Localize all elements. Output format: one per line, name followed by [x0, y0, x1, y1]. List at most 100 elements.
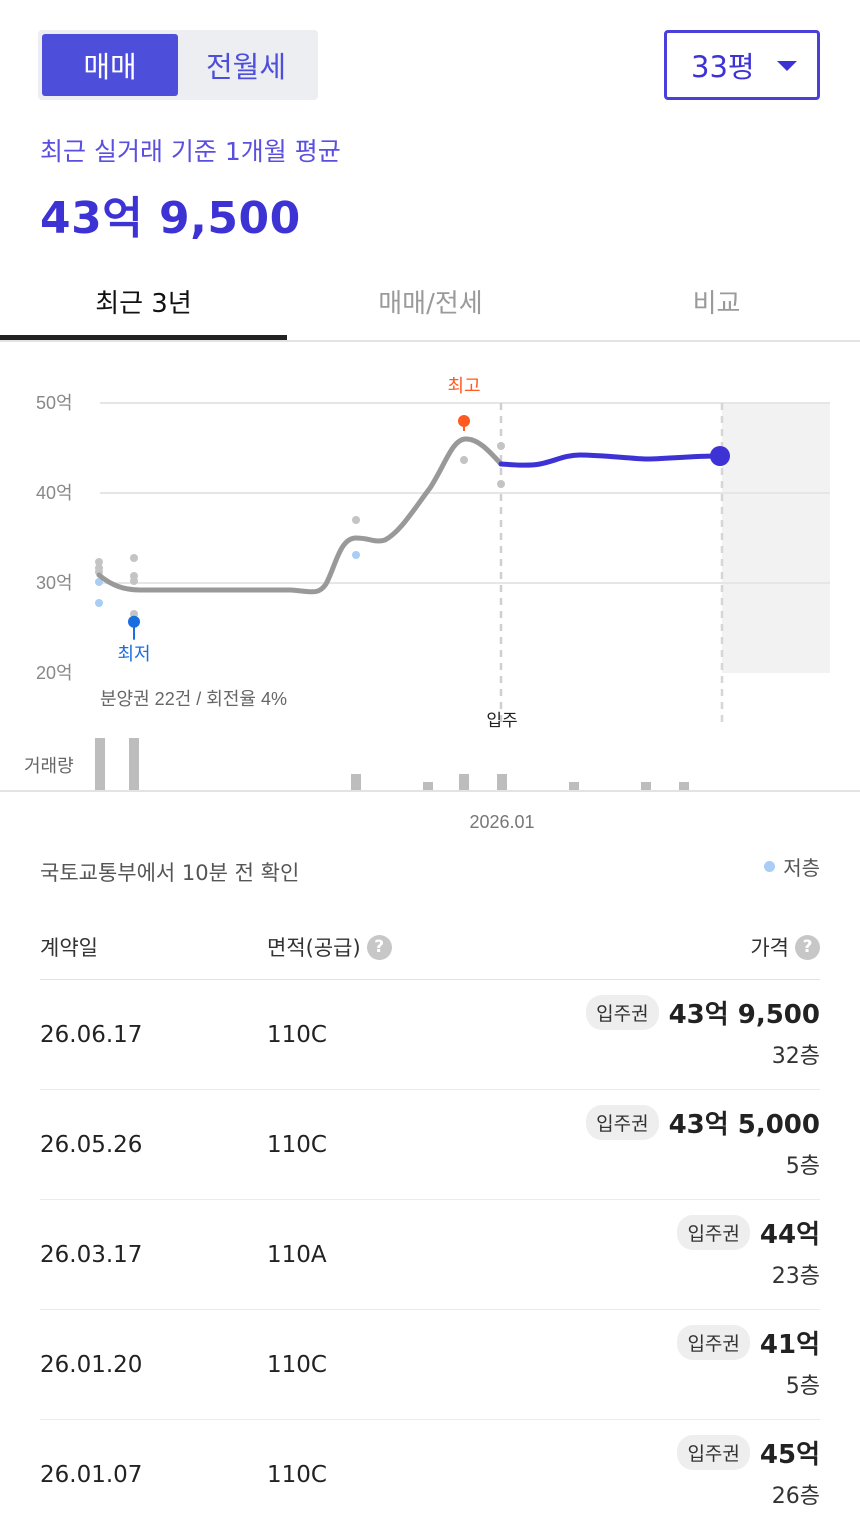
movein-label: 입주	[486, 711, 517, 730]
trade-point	[497, 442, 505, 450]
trade-point	[130, 610, 138, 618]
current-price-dot	[710, 446, 730, 466]
trade-point	[130, 554, 138, 562]
volume-bar	[423, 782, 433, 791]
past-trend-line	[96, 436, 504, 595]
low-label: 최저	[117, 644, 150, 664]
status-badge: 입주권	[677, 1325, 750, 1360]
status-badge: 입주권	[586, 995, 659, 1030]
table-row[interactable]: 26.01.20 110C 입주권 41억 5층	[40, 1310, 820, 1420]
chart-legend: 저층	[764, 852, 820, 881]
tab-sale-jeonse[interactable]: 매매/전세	[378, 288, 483, 319]
row-floor: 5층	[785, 1154, 820, 1179]
volume-bar	[569, 782, 579, 791]
row-date: 26.03.17	[40, 1242, 143, 1268]
volume-bars	[95, 738, 689, 791]
row-floor: 5층	[785, 1374, 820, 1399]
chart-grid	[100, 402, 830, 584]
row-date: 26.05.26	[40, 1132, 143, 1158]
row-area: 110A	[267, 1242, 327, 1268]
volume-bar	[95, 738, 105, 791]
row-price: 입주권 44억	[677, 1214, 820, 1251]
trade-point	[130, 577, 138, 585]
row-price: 입주권 45억	[677, 1434, 820, 1471]
trade-point	[352, 516, 360, 524]
trade-table-header: 계약일 면적(공급) ? 가격 ?	[40, 912, 820, 980]
row-date: 26.01.20	[40, 1352, 143, 1378]
active-tab-indicator	[0, 335, 287, 340]
row-price: 입주권 43억 5,000	[586, 1104, 820, 1141]
trade-point	[497, 480, 505, 488]
low-floor-point	[95, 599, 103, 607]
volume-bar	[351, 774, 361, 791]
row-price-value: 44억	[759, 1220, 820, 1250]
volume-bar	[129, 738, 139, 791]
sale-tab-button[interactable]: 매매	[42, 34, 178, 96]
row-floor: 26층	[771, 1484, 820, 1509]
header-area-label: 면적(공급)	[267, 936, 361, 960]
row-area: 110C	[267, 1022, 327, 1048]
high-marker: 최고	[447, 376, 481, 431]
low-floor-legend-dot	[764, 861, 776, 872]
status-badge: 입주권	[677, 1215, 750, 1250]
low-floor-point	[95, 578, 103, 586]
status-badge: 입주권	[586, 1105, 659, 1140]
volume-label: 거래량	[24, 756, 74, 776]
row-price: 입주권 41억	[677, 1324, 820, 1361]
row-area: 110C	[267, 1132, 327, 1158]
recent-trend-line	[498, 452, 723, 468]
row-price-value: 41억	[759, 1330, 820, 1360]
header-price: 가격 ?	[750, 932, 820, 962]
row-price: 입주권 43억 9,500	[586, 994, 820, 1031]
volume-bar	[497, 774, 507, 791]
trade-point	[95, 558, 103, 566]
row-area: 110C	[267, 1462, 327, 1488]
chart-tabs: 최근 3년 매매/전세 비교	[0, 262, 860, 342]
row-price-value: 45억	[759, 1440, 820, 1470]
table-row[interactable]: 26.03.17 110A 입주권 44억 23층	[40, 1200, 820, 1310]
high-label: 최고	[447, 376, 480, 396]
caret-down-icon	[777, 61, 797, 71]
status-badge: 입주권	[677, 1435, 750, 1470]
tab-recent-3-years[interactable]: 최근 3년	[95, 288, 192, 319]
presale-note: 분양권 22건 / 회전율 4%	[100, 689, 287, 709]
volume-bar	[679, 782, 689, 791]
row-price-value: 43억 9,500	[668, 1000, 820, 1030]
tab-compare[interactable]: 비교	[692, 288, 741, 319]
future-shade	[722, 403, 830, 673]
volume-bar	[459, 774, 469, 791]
x-axis-label: 2026.01	[469, 812, 534, 832]
header-price-label: 가격	[750, 936, 789, 960]
y-tick-label: 40억	[36, 483, 73, 503]
trade-type-segment: 매매 전월세	[38, 30, 318, 100]
low-floor-point	[352, 551, 360, 559]
row-floor: 32층	[771, 1044, 820, 1069]
trade-point	[460, 456, 468, 464]
update-note: 국토교통부에서 10분 전 확인	[40, 861, 300, 885]
header-date: 계약일	[40, 936, 98, 960]
y-tick-label: 30억	[36, 573, 73, 593]
price-chart[interactable]: 50억 40억 30억 20억 최고 최저 분양권 22건 /	[0, 360, 860, 840]
trade-points	[95, 442, 505, 618]
volume-bar	[641, 782, 651, 791]
rent-tab-button[interactable]: 전월세	[205, 50, 287, 84]
row-area: 110C	[267, 1352, 327, 1378]
low-marker: 최저	[117, 615, 151, 664]
y-tick-label: 20억	[36, 663, 73, 683]
table-row[interactable]: 26.06.17 110C 입주권 43억 9,500 32층	[40, 980, 820, 1090]
summary-price: 43억 9,500	[40, 193, 301, 244]
size-select-value: 33평	[691, 50, 755, 84]
size-select[interactable]: 33평	[664, 30, 820, 100]
row-floor: 23층	[771, 1264, 820, 1289]
low-floor-legend-label: 저층	[783, 856, 820, 880]
row-date: 26.06.17	[40, 1022, 143, 1048]
help-icon[interactable]: ?	[795, 934, 820, 960]
table-row[interactable]: 26.05.26 110C 입주권 43억 5,000 5층	[40, 1090, 820, 1200]
table-row[interactable]: 26.01.07 110C 입주권 45억 26층	[40, 1420, 820, 1530]
row-date: 26.01.07	[40, 1462, 143, 1488]
help-icon[interactable]: ?	[366, 934, 392, 960]
header-area: 면적(공급) ?	[267, 932, 392, 962]
row-price-value: 43억 5,000	[668, 1110, 820, 1140]
y-tick-label: 50억	[36, 393, 73, 413]
summary-subtitle: 최근 실거래 기준 1개월 평균	[40, 137, 341, 166]
